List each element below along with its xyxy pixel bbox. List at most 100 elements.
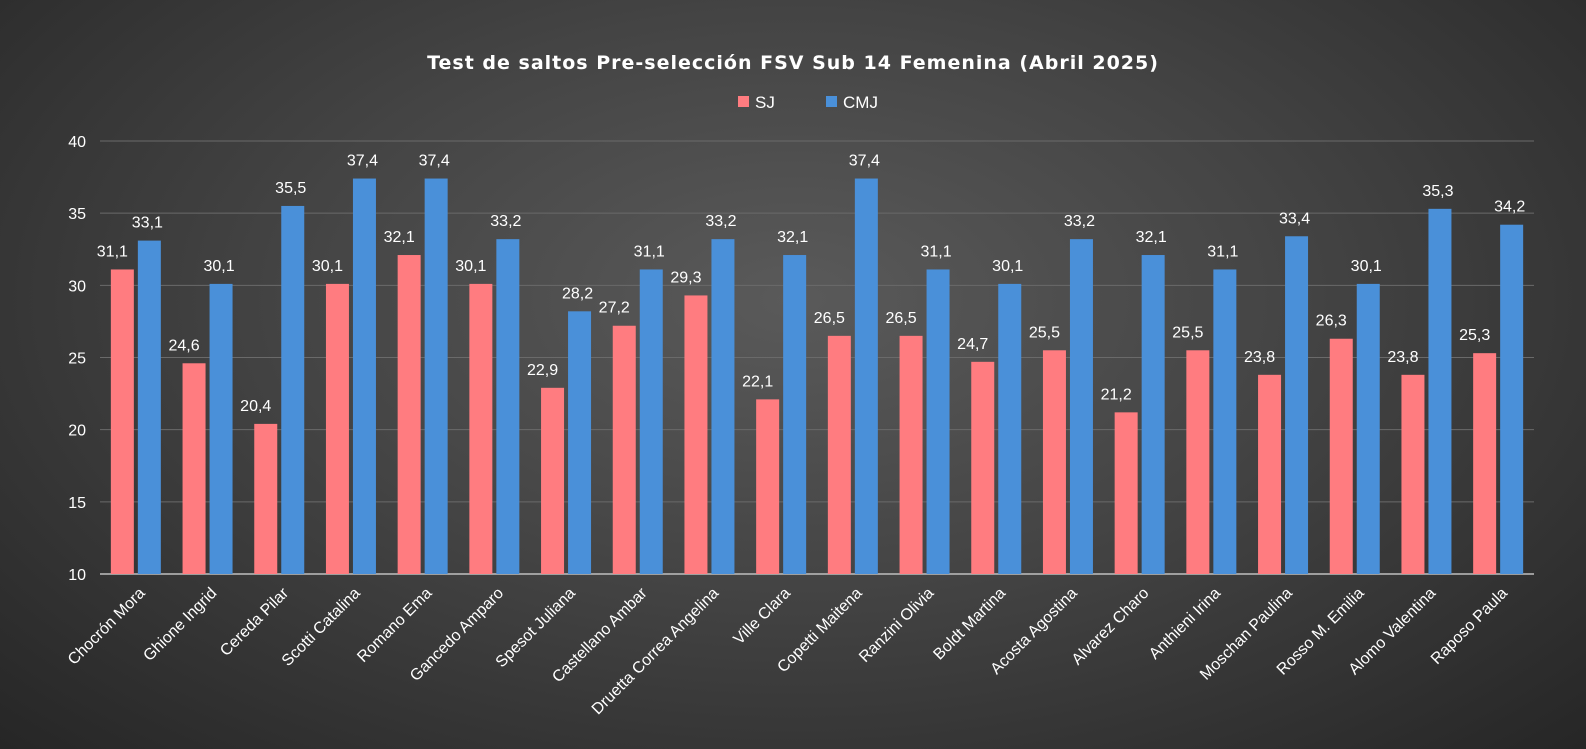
data-label-sj-cereda-pilar: 20,4 (240, 398, 271, 415)
data-label-sj-copetti-maitena: 26,5 (814, 310, 845, 327)
data-label-sj-acosta-agostina: 25,5 (1029, 324, 1060, 341)
data-label-sj-druetta-correa-angelina: 29,3 (670, 269, 701, 286)
bar-sj-ghione-ingrid (182, 363, 206, 574)
bar-cmj-druetta-correa-angelina (711, 239, 735, 574)
x-tick-label-cereda-pilar: Cereda Pilar (217, 584, 292, 659)
data-label-sj-alomo-valentina: 23,8 (1387, 349, 1418, 366)
data-label-sj-moschan-paulina: 23,8 (1244, 349, 1275, 366)
data-label-sj-raposo-paula: 25,3 (1459, 327, 1490, 344)
data-label-sj-chocron-mora: 31,1 (97, 243, 128, 260)
data-label-cmj-moschan-paulina: 33,4 (1279, 210, 1310, 227)
data-labels: 31,133,124,630,120,435,530,137,432,137,4… (97, 153, 1526, 415)
data-label-cmj-boldt-martina: 30,1 (992, 258, 1023, 275)
bar-cmj-ghione-ingrid (209, 283, 233, 574)
data-label-sj-spesot-juliana: 22,9 (527, 362, 558, 379)
legend-swatch-cmj (826, 96, 837, 107)
data-label-sj-castellano-ambar: 27,2 (599, 300, 630, 317)
x-tick-label-druetta-correa-angelina: Druetta Correa Angelina (589, 585, 722, 718)
legend: SJ CMJ (738, 93, 878, 112)
data-label-cmj-cereda-pilar: 35,5 (275, 180, 306, 197)
data-label-cmj-ranzini-olivia: 31,1 (920, 243, 951, 260)
x-tick-label-ghione-ingrid: Ghione Ingrid (140, 585, 220, 665)
bar-sj-raposo-paula (1473, 353, 1497, 574)
bar-sj-druetta-correa-angelina (684, 295, 708, 574)
bar-cmj-ranzini-olivia (926, 269, 950, 574)
data-label-cmj-gancedo-amparo: 33,2 (490, 213, 521, 230)
y-tick-label-35: 35 (68, 206, 86, 223)
bar-sj-cereda-pilar (254, 423, 278, 574)
bar-sj-scotti-catalina (325, 283, 349, 574)
bar-sj-rosso-m-emilia (1329, 338, 1353, 574)
data-label-cmj-ville-clara: 32,1 (777, 229, 808, 246)
bar-cmj-moschan-paulina (1285, 236, 1309, 574)
data-label-sj-ghione-ingrid: 24,6 (168, 337, 199, 354)
bar-sj-acosta-agostina (1042, 350, 1066, 574)
y-tick-label-15: 15 (68, 495, 86, 512)
data-label-sj-rosso-m-emilia: 26,3 (1316, 313, 1347, 330)
data-label-sj-anthieni-irina: 25,5 (1172, 324, 1203, 341)
x-tick-label-ranzini-olivia: Ranzini Olivia (856, 585, 937, 666)
data-label-sj-scotti-catalina: 30,1 (312, 258, 343, 275)
bar-sj-gancedo-amparo (469, 283, 493, 574)
bar-sj-copetti-maitena (827, 335, 851, 574)
data-label-sj-ranzini-olivia: 26,5 (885, 310, 916, 327)
data-label-cmj-alvarez-charo: 32,1 (1136, 229, 1167, 246)
legend-label-sj: SJ (755, 93, 775, 112)
legend-swatch-sj (738, 96, 749, 107)
bar-cmj-scotti-catalina (352, 178, 376, 574)
data-label-cmj-alomo-valentina: 35,3 (1422, 183, 1453, 200)
data-label-sj-gancedo-amparo: 30,1 (455, 258, 486, 275)
x-tick-label-raposo-paula: Raposo Paula (1428, 585, 1511, 668)
x-tick-label-alvarez-charo: Alvarez Charo (1069, 585, 1153, 669)
data-label-sj-romano-ema: 32,1 (384, 229, 415, 246)
bar-sj-alomo-valentina (1401, 374, 1425, 574)
bar-sj-anthieni-irina (1186, 350, 1210, 574)
data-label-cmj-ghione-ingrid: 30,1 (203, 258, 234, 275)
bar-sj-chocron-mora (110, 269, 134, 574)
data-label-cmj-chocron-mora: 33,1 (132, 215, 163, 232)
bars (110, 178, 1524, 575)
bar-cmj-ville-clara (783, 255, 807, 575)
bar-sj-romano-ema (397, 255, 421, 575)
y-tick-label-10: 10 (68, 567, 86, 584)
bar-sj-boldt-martina (971, 361, 995, 574)
bar-cmj-copetti-maitena (854, 178, 878, 574)
bar-cmj-gancedo-amparo (496, 239, 520, 574)
y-tick-label-40: 40 (68, 134, 86, 151)
data-label-cmj-copetti-maitena: 37,4 (849, 153, 880, 170)
bar-sj-moschan-paulina (1258, 374, 1282, 574)
bar-cmj-raposo-paula (1500, 224, 1524, 575)
y-tick-label-30: 30 (68, 278, 86, 295)
bar-sj-ville-clara (756, 399, 780, 574)
data-label-cmj-spesot-juliana: 28,2 (562, 285, 593, 302)
bar-cmj-cereda-pilar (281, 205, 305, 574)
bar-cmj-boldt-martina (998, 283, 1022, 574)
legend-label-cmj: CMJ (843, 93, 878, 112)
y-tick-label-20: 20 (68, 423, 86, 440)
chart-title: Test de saltos Pre-selección FSV Sub 14 … (427, 52, 1159, 74)
data-label-cmj-anthieni-irina: 31,1 (1207, 243, 1238, 260)
data-label-sj-boldt-martina: 24,7 (957, 336, 988, 353)
x-tick-label-boldt-martina: Boldt Martina (930, 585, 1009, 664)
x-tick-label-romano-ema: Romano Ema (354, 585, 435, 666)
bar-sj-spesot-juliana (541, 387, 565, 574)
bar-cmj-spesot-juliana (568, 311, 592, 574)
bar-cmj-chocron-mora (137, 240, 161, 574)
y-axis: 10 15 20 25 30 35 40 (68, 134, 86, 584)
bar-cmj-alomo-valentina (1428, 208, 1452, 574)
bar-sj-alvarez-charo (1114, 412, 1138, 574)
bar-cmj-rosso-m-emilia (1356, 283, 1380, 574)
x-tick-label-ville-clara: Ville Clara (731, 585, 794, 648)
bar-sj-castellano-ambar (612, 325, 636, 574)
gridlines (100, 140, 1534, 575)
data-label-sj-alvarez-charo: 21,2 (1101, 386, 1132, 403)
data-label-cmj-acosta-agostina: 33,2 (1064, 213, 1095, 230)
bar-cmj-romano-ema (424, 178, 448, 574)
data-label-cmj-scotti-catalina: 37,4 (347, 153, 378, 170)
data-label-sj-ville-clara: 22,1 (742, 373, 773, 390)
data-label-cmj-castellano-ambar: 31,1 (634, 243, 665, 260)
bar-cmj-acosta-agostina (1069, 239, 1093, 574)
